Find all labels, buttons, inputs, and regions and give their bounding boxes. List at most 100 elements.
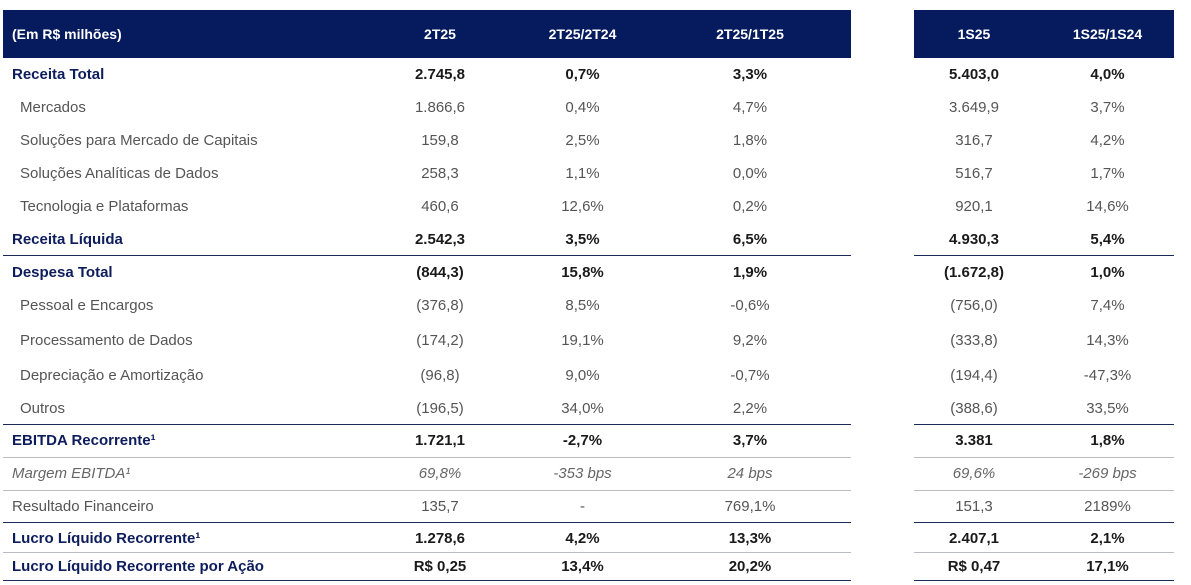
row-value: 1.866,6: [414, 98, 466, 116]
table-header-right: [914, 10, 1174, 58]
row-value: 5,4%: [1090, 230, 1125, 248]
row-label: Soluções para Mercado de Capitais: [20, 131, 258, 149]
row-label: Pessoal e Encargos: [20, 296, 154, 314]
row-value: 2.407,1: [948, 529, 1000, 547]
row-value: 19,1%: [561, 331, 604, 349]
row-value: 20,2%: [728, 557, 772, 575]
row-value: 0,0%: [732, 164, 768, 182]
row-value: 5.403,0: [948, 65, 1000, 83]
row-label: Mercados: [20, 98, 86, 116]
row-divider: [914, 522, 1174, 523]
row-value: 4,7%: [732, 98, 768, 116]
row-value: 1,9%: [732, 263, 768, 281]
row-value: -2,7%: [562, 431, 603, 449]
row-value: 1,7%: [1090, 164, 1125, 182]
header-unit-label: (Em R$ milhões): [12, 26, 122, 42]
row-value: 1.721,1: [414, 431, 466, 449]
row-value: 4,0%: [1090, 65, 1125, 83]
row-label: Processamento de Dados: [20, 331, 193, 349]
row-value: 3.381: [955, 431, 993, 449]
row-label: Receita Total: [12, 65, 105, 83]
row-value: -353 bps: [553, 464, 612, 482]
header-col-1s25: 1S25: [957, 26, 991, 42]
row-divider: [914, 580, 1174, 581]
row-value: 2,2%: [732, 399, 768, 417]
row-value: -0,7%: [730, 366, 770, 384]
row-value: 3.649,9: [948, 98, 1000, 116]
row-value: (96,8): [420, 366, 460, 384]
row-divider: [3, 490, 851, 491]
row-value: -: [580, 497, 585, 515]
table-header-left: [3, 10, 851, 58]
row-value: 4,2%: [1090, 131, 1125, 149]
row-value: -0,6%: [730, 296, 770, 314]
row-value: 0,2%: [732, 197, 768, 215]
row-value: 1,1%: [565, 164, 600, 182]
row-value: 3,5%: [565, 230, 600, 248]
row-value: 12,6%: [561, 197, 604, 215]
row-value: 7,4%: [1090, 296, 1125, 314]
row-value: 151,3: [955, 497, 993, 515]
row-label: EBITDA Recorrente¹: [12, 431, 156, 449]
row-divider: [914, 457, 1174, 458]
row-value: 1,0%: [1090, 263, 1125, 281]
row-value: 516,7: [955, 164, 993, 182]
row-label: Lucro Líquido Recorrente¹: [12, 529, 201, 547]
row-value: -47,3%: [1083, 366, 1132, 384]
row-label: Margem EBITDA¹: [12, 464, 131, 482]
row-divider: [914, 255, 1174, 256]
row-label: Resultado Financeiro: [12, 497, 154, 515]
row-label: Receita Líquida: [12, 230, 123, 248]
row-value: (196,5): [416, 399, 464, 417]
row-value: 769,1%: [724, 497, 776, 515]
row-value: 1.278,6: [414, 529, 466, 547]
header-col-1s25-1s24: 1S25/1S24: [1072, 26, 1143, 42]
row-value: (756,0): [950, 296, 998, 314]
row-divider: [3, 522, 851, 523]
row-value: 2.745,8: [414, 65, 466, 83]
row-divider: [3, 580, 851, 581]
row-divider: [914, 424, 1174, 425]
row-value: 159,8: [421, 131, 459, 149]
row-value: 316,7: [955, 131, 993, 149]
row-value: 24 bps: [727, 464, 773, 482]
row-value: 17,1%: [1086, 557, 1129, 575]
row-value: 9,0%: [565, 366, 600, 384]
row-value: 1,8%: [1090, 431, 1125, 449]
row-value: 14,6%: [1086, 197, 1129, 215]
row-divider: [914, 552, 1174, 553]
row-value: 0,7%: [565, 65, 600, 83]
row-value: 135,7: [421, 497, 459, 515]
header-col-2t25-1t25: 2T25/1T25: [716, 26, 784, 42]
row-label: Despesa Total: [12, 263, 113, 281]
row-value: 1,8%: [732, 131, 768, 149]
row-label: Depreciação e Amortização: [20, 366, 204, 384]
row-value: 2,1%: [1090, 529, 1125, 547]
row-divider: [3, 552, 851, 553]
row-value: 13,4%: [561, 557, 604, 575]
row-value: -269 bps: [1078, 464, 1137, 482]
row-value: 4,2%: [565, 529, 600, 547]
row-value: 69,8%: [418, 464, 462, 482]
row-value: (1.672,8): [943, 263, 1005, 281]
row-value: 69,6%: [952, 464, 996, 482]
row-value: 2,5%: [565, 131, 600, 149]
row-value: (194,4): [950, 366, 998, 384]
row-value: R$ 0,25: [413, 557, 467, 575]
row-value: R$ 0,47: [947, 557, 1001, 575]
row-value: 34,0%: [561, 399, 604, 417]
row-value: 920,1: [955, 197, 993, 215]
row-label: Tecnologia e Plataformas: [20, 197, 189, 215]
row-value: 0,4%: [565, 98, 600, 116]
row-value: 13,3%: [728, 529, 772, 547]
header-col-2t25: 2T25: [424, 26, 456, 42]
row-value: (376,8): [416, 296, 464, 314]
row-value: (333,8): [950, 331, 998, 349]
row-label: Soluções Analíticas de Dados: [20, 164, 219, 182]
row-value: (844,3): [416, 263, 464, 281]
row-value: 2.542,3: [414, 230, 466, 248]
row-divider: [3, 457, 851, 458]
row-value: 9,2%: [732, 331, 768, 349]
row-value: 460,6: [421, 197, 459, 215]
row-value: 4.930,3: [948, 230, 1000, 248]
